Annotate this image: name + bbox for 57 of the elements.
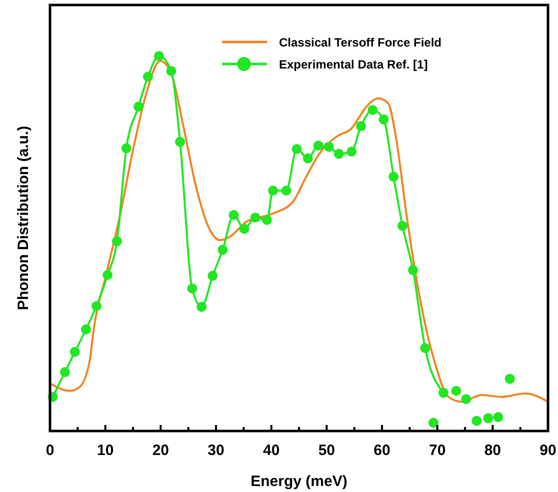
x-tick-label: 50 (318, 442, 336, 459)
y-axis-title: Phonon Distribution (a.u.) (15, 126, 32, 310)
point (121, 143, 132, 154)
x-tick-label: 40 (262, 442, 280, 459)
point (378, 114, 389, 124)
point (154, 51, 164, 61)
point (218, 244, 228, 255)
point (70, 346, 80, 357)
point (428, 418, 438, 428)
x-tick-label: 30 (208, 442, 224, 459)
point (292, 144, 302, 154)
point (196, 302, 207, 312)
point (208, 270, 218, 281)
point (302, 153, 313, 164)
point (80, 324, 91, 334)
point (187, 284, 198, 294)
point (166, 66, 176, 76)
point (102, 270, 113, 280)
x-tick-label: 20 (152, 442, 170, 459)
point (228, 210, 239, 220)
legend-label: Experimental Data Ref. [1] (279, 58, 428, 72)
point (239, 224, 250, 234)
point (451, 386, 462, 396)
point (346, 146, 357, 157)
point (60, 367, 70, 378)
x-tick-label: 0 (46, 442, 54, 459)
point (397, 220, 408, 231)
point (472, 416, 482, 426)
x-axis-title: Energy (meV) (250, 473, 348, 490)
point (356, 121, 366, 132)
point (281, 186, 292, 196)
point (483, 413, 494, 424)
point (504, 374, 515, 384)
point (438, 388, 448, 398)
x-tick-label: 70 (428, 442, 446, 459)
x-tick-label: 80 (484, 442, 502, 459)
point (250, 212, 260, 223)
point (91, 301, 102, 312)
x-tick-label: 60 (374, 442, 390, 459)
point (461, 394, 472, 404)
point (324, 142, 334, 152)
point (175, 136, 186, 147)
point (313, 140, 324, 151)
x-tick-label: 90 (540, 442, 556, 459)
point (134, 102, 144, 112)
point (334, 148, 344, 159)
point (112, 236, 122, 246)
point (388, 172, 399, 182)
point (420, 343, 430, 354)
point (408, 265, 418, 276)
x-tick-label: 10 (96, 442, 114, 459)
point (142, 72, 153, 82)
point (368, 105, 378, 115)
point (493, 412, 504, 422)
legend-label: Classical Tersoff Force Field (279, 36, 442, 50)
point (262, 214, 272, 225)
point (268, 186, 278, 196)
